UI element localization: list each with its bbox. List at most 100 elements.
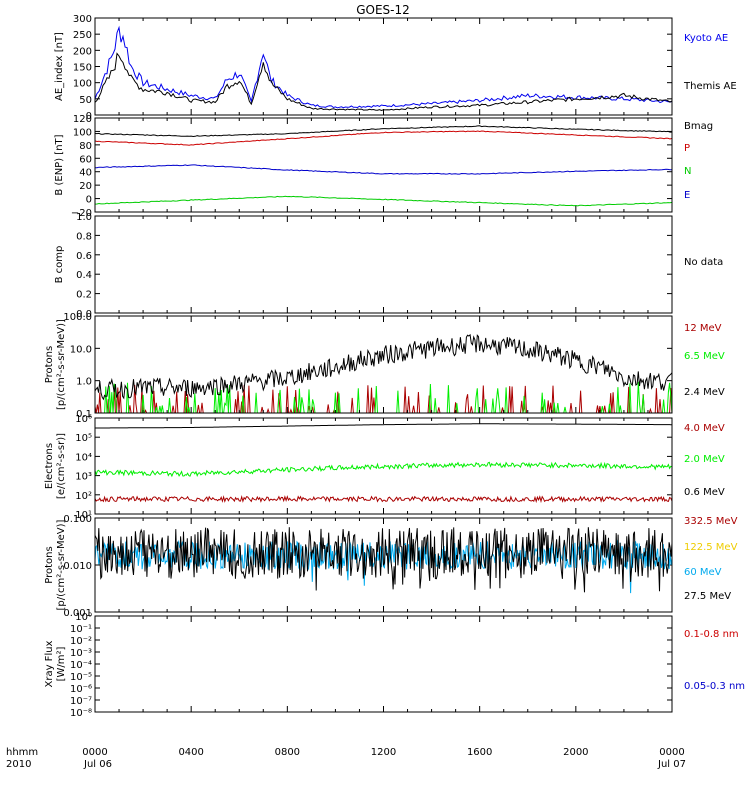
y-tick-label: 10⁻⁸ bbox=[70, 708, 92, 719]
time-axis: hhmm 2010 Jul 06 Jul 07 0000 0400 0800 1200… bbox=[6, 747, 686, 770]
legend-label: 27.5 MeV bbox=[684, 591, 731, 602]
panel-electrons: 10¹ 10² 10³ 10⁴ 10⁵ 10⁶ Electrons [e/(cm²-s-sr)… bbox=[44, 414, 725, 521]
time-axis-label-hhmm: hhmm bbox=[6, 747, 38, 758]
y-tick-label: 10⁻⁴ bbox=[70, 660, 92, 671]
y-axis-label-line2: [e/(cm²-s-sr)] bbox=[56, 433, 67, 499]
no-data-label: No data bbox=[684, 257, 723, 268]
y-tick-label: 10⁵ bbox=[75, 433, 92, 444]
y-tick-label: 250 bbox=[73, 30, 92, 41]
y-tick-label: 1.0 bbox=[76, 212, 92, 223]
legend-label: 6.5 MeV bbox=[684, 351, 725, 362]
legend-label: 60 MeV bbox=[684, 567, 722, 578]
y-axis-label-line1: Xray Flux bbox=[44, 640, 55, 687]
panel-b-comp: 0.0 0.2 0.4 0.6 0.8 1.0 B comp No data bbox=[54, 212, 723, 320]
y-tick-label: 10² bbox=[75, 491, 92, 502]
legend-label: P bbox=[684, 143, 690, 154]
y-tick-label: 1.0 bbox=[76, 377, 92, 388]
y-tick-label: 10⁰ bbox=[75, 612, 92, 623]
panel-frame bbox=[94, 215, 673, 314]
time-axis-label-year: 2010 bbox=[6, 759, 31, 770]
series-line-2-0-mev bbox=[95, 461, 672, 478]
series-line-p bbox=[95, 130, 672, 146]
legend-label: 0.6 MeV bbox=[684, 487, 725, 498]
y-tick-label: 0.001 bbox=[63, 608, 92, 619]
y-tick-label: 100 bbox=[73, 127, 92, 138]
y-tick-label: 0.100 bbox=[63, 514, 92, 525]
y-tick-label: 200 bbox=[73, 46, 92, 57]
panel-frame bbox=[94, 17, 673, 116]
y-axis-label: B (ENP) [nT] bbox=[54, 134, 65, 195]
y-tick-label: 10⁻¹ bbox=[70, 624, 92, 635]
series-line-e bbox=[95, 164, 672, 175]
y-tick-label: 0 bbox=[86, 195, 92, 206]
y-axis-label-line1: Protons bbox=[44, 546, 55, 583]
y-tick-label: 10.0 bbox=[70, 344, 92, 355]
y-tick-label: 60 bbox=[79, 154, 92, 165]
legend-label: 2.4 MeV bbox=[684, 387, 725, 398]
y-tick-label: 10¹ bbox=[75, 510, 92, 521]
y-tick-label: 10⁶ bbox=[75, 414, 92, 425]
legend-label: 0.05-0.3 nm bbox=[684, 681, 745, 692]
series-line-bmag bbox=[95, 125, 672, 138]
time-tick-label: 0000 bbox=[82, 747, 107, 758]
y-tick-label: 50 bbox=[79, 95, 92, 106]
time-tick-label: 0800 bbox=[275, 747, 300, 758]
panel-protons-high: 0.001 0.010 0.100 Protons [p/(cm²-s-sr-MeV)]… bbox=[44, 514, 738, 619]
y-axis-label: B comp bbox=[54, 246, 65, 284]
y-axis-label-line1: Electrons bbox=[44, 443, 55, 489]
y-tick-label: −20 bbox=[71, 208, 92, 219]
time-tick-label: 0000 bbox=[659, 747, 684, 758]
series-line-27-5-mev bbox=[95, 527, 672, 593]
time-tick-label: 0400 bbox=[178, 747, 203, 758]
legend-label: Kyoto AE bbox=[684, 33, 728, 44]
legend-label: 2.0 MeV bbox=[684, 454, 725, 465]
panel-frame bbox=[94, 615, 673, 713]
legend-label: 12 MeV bbox=[684, 323, 722, 334]
y-tick-label: 0.8 bbox=[76, 231, 92, 242]
legend-label: Themis AE bbox=[683, 81, 737, 92]
series-line-60-mev bbox=[95, 539, 672, 594]
y-tick-label: 100.0 bbox=[63, 312, 92, 323]
series-line-n bbox=[95, 195, 672, 207]
legend-label: Bmag bbox=[684, 121, 713, 132]
y-axis-label-line2: [p/(cm²-s-sr-MeV)] bbox=[56, 319, 67, 410]
legend-label: 332.5 MeV bbox=[684, 516, 738, 527]
panel-b-enp: −20 0 20 40 60 80 100 120 B (ENP) [nT] Bmag P N E bbox=[54, 114, 713, 219]
time-axis-date-end: Jul 07 bbox=[657, 759, 686, 770]
time-tick-label: 1200 bbox=[371, 747, 396, 758]
y-tick-label: 20 bbox=[79, 181, 92, 192]
legend-label: 122.5 MeV bbox=[684, 542, 738, 553]
y-tick-label: 100 bbox=[73, 79, 92, 90]
legend-label: 4.0 MeV bbox=[684, 423, 725, 434]
y-axis-label-line1: Protons bbox=[44, 346, 55, 383]
y-tick-label: 10⁻⁵ bbox=[70, 672, 92, 683]
y-tick-label: 0.1 bbox=[76, 409, 92, 420]
panel-frame bbox=[94, 315, 673, 414]
y-tick-label: 10⁻³ bbox=[70, 648, 92, 659]
series-line-4-0-mev bbox=[95, 495, 672, 504]
y-tick-label: 0.6 bbox=[76, 251, 92, 262]
y-tick-label: 10⁻² bbox=[70, 636, 92, 647]
y-tick-label: 80 bbox=[79, 141, 92, 152]
y-axis-label-line2: [p/(cm²-s-sr-MeV)] bbox=[56, 519, 67, 610]
time-tick-label: 1600 bbox=[467, 747, 492, 758]
series-line-kyoto-ae bbox=[95, 25, 672, 109]
y-tick-label: 0.4 bbox=[76, 270, 92, 281]
y-tick-label: 10⁻⁷ bbox=[70, 696, 92, 707]
panel-ae-index: 0 50 100 150 200 250 300 AE_index [nT] Kyoto AE T… bbox=[54, 14, 737, 122]
legend-label: N bbox=[684, 166, 691, 177]
y-axis-label: AE_index [nT] bbox=[54, 32, 65, 101]
y-tick-label: 10⁴ bbox=[75, 452, 92, 463]
legend-label: 0.1-0.8 nm bbox=[684, 629, 739, 640]
plot-title: GOES-12 bbox=[356, 3, 410, 17]
series-line-2-4-mev bbox=[95, 333, 672, 401]
series-line-themis-ae bbox=[95, 52, 672, 112]
legend-label: E bbox=[684, 190, 690, 201]
time-tick-label: 2000 bbox=[563, 747, 588, 758]
panel-frame bbox=[94, 117, 673, 213]
y-tick-label: 120 bbox=[73, 114, 92, 125]
y-tick-label: 300 bbox=[73, 14, 92, 25]
y-tick-label: 0 bbox=[86, 111, 92, 122]
y-tick-label: 0.0 bbox=[76, 309, 92, 320]
